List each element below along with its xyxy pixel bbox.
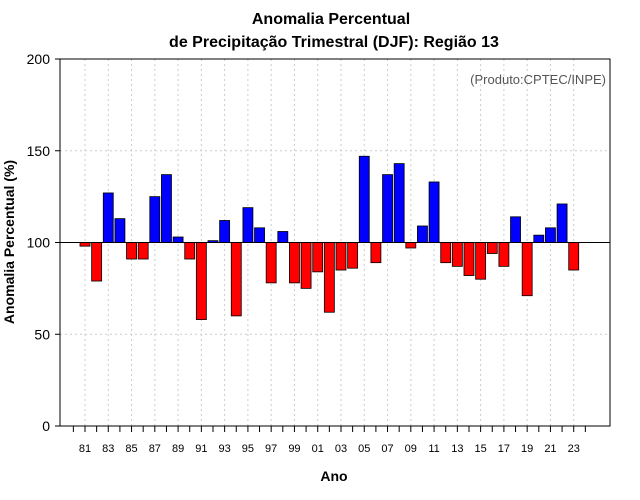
x-tick-label: 95 (242, 443, 254, 455)
bar-1995 (242, 207, 254, 243)
x-tick-label: 85 (125, 443, 137, 455)
bar-2000 (300, 242, 312, 289)
x-tick-label: 23 (568, 443, 580, 455)
y-tick-label: 200 (27, 51, 51, 67)
chart-title-line1: Anomalia Percentual (252, 11, 410, 28)
x-tick-label: 01 (312, 443, 324, 455)
bar-2008 (393, 163, 405, 243)
x-tick-label: 17 (498, 443, 510, 455)
bar-2013 (451, 242, 463, 267)
bar-1988 (161, 174, 172, 243)
bar-2006 (370, 242, 382, 264)
bar-2023 (568, 242, 580, 271)
bar-2014 (463, 242, 475, 276)
x-tick-label: 93 (219, 443, 231, 455)
y-tick-label: 150 (27, 143, 51, 159)
x-tick-label: 05 (358, 443, 370, 455)
y-tick-label: 0 (42, 418, 50, 434)
x-tick-label: 87 (149, 443, 161, 455)
bar-2021 (545, 227, 556, 243)
bar-2001 (312, 242, 324, 273)
bar-1989 (172, 236, 184, 243)
x-tick-label: 09 (405, 443, 417, 455)
bar-1984 (114, 218, 126, 243)
bar-2019 (521, 242, 533, 297)
bar-2010 (417, 225, 428, 243)
bars (79, 155, 580, 320)
bar-2009 (405, 242, 417, 249)
x-tick-label: 11 (428, 443, 439, 455)
bar-1993 (219, 220, 231, 243)
bar-2004 (347, 242, 359, 269)
bar-1985 (126, 242, 137, 260)
bar-1997 (265, 242, 277, 284)
bar-1994 (230, 242, 242, 317)
x-tick-label: 83 (102, 443, 114, 455)
bar-1981 (79, 242, 91, 247)
grid (60, 59, 610, 426)
bar-2016 (486, 242, 498, 254)
bar-2011 (428, 181, 440, 243)
bar-2002 (323, 242, 335, 313)
bar-2022 (556, 203, 568, 243)
bar-1991 (195, 242, 207, 320)
y-axis: 0 50 100 150 200 (27, 51, 60, 434)
chart-title-line2: de Precipitação Trimestral (DJF): Região… (169, 34, 499, 51)
bar-1986 (137, 242, 149, 260)
x-tick-label: 21 (544, 443, 556, 455)
bar-2015 (475, 242, 487, 280)
x-tick-label: 07 (381, 443, 393, 455)
x-tick-label: 13 (451, 443, 463, 455)
bar-2020 (533, 234, 545, 243)
bar-2017 (498, 242, 510, 267)
x-tick-label: 81 (79, 443, 91, 455)
bar-2018 (510, 216, 521, 243)
y-tick-label: 50 (34, 326, 50, 342)
x-tick-label: 89 (172, 443, 184, 455)
bar-2007 (382, 174, 393, 243)
x-tick-label: 99 (288, 443, 300, 455)
bar-1983 (102, 192, 114, 243)
x-tick-label: 15 (474, 443, 486, 455)
bar-1990 (184, 242, 196, 260)
bar-1996 (254, 227, 265, 243)
x-tick-label: 19 (521, 443, 533, 455)
source-annotation: (Produto:CPTEC/INPE) (470, 72, 606, 87)
bar-1987 (149, 196, 161, 243)
bar-1998 (277, 231, 289, 243)
bar-2005 (358, 155, 370, 243)
x-tick-label: 91 (195, 443, 207, 455)
bar-2003 (335, 242, 347, 271)
x-tick-label: 03 (335, 443, 347, 455)
x-axis: 81 83 85 87 89 91 93 95 97 99 01 03 05 07 09 11 13 15 17 19… (72, 426, 586, 455)
y-axis-title: Anomalia Percentual (%) (1, 160, 17, 324)
x-axis-title: Ano (320, 468, 347, 484)
x-tick-label: 97 (265, 443, 277, 455)
y-tick-label: 100 (27, 235, 51, 251)
bar-1999 (289, 242, 300, 284)
bar-1982 (91, 242, 103, 282)
bar-2012 (440, 242, 452, 264)
